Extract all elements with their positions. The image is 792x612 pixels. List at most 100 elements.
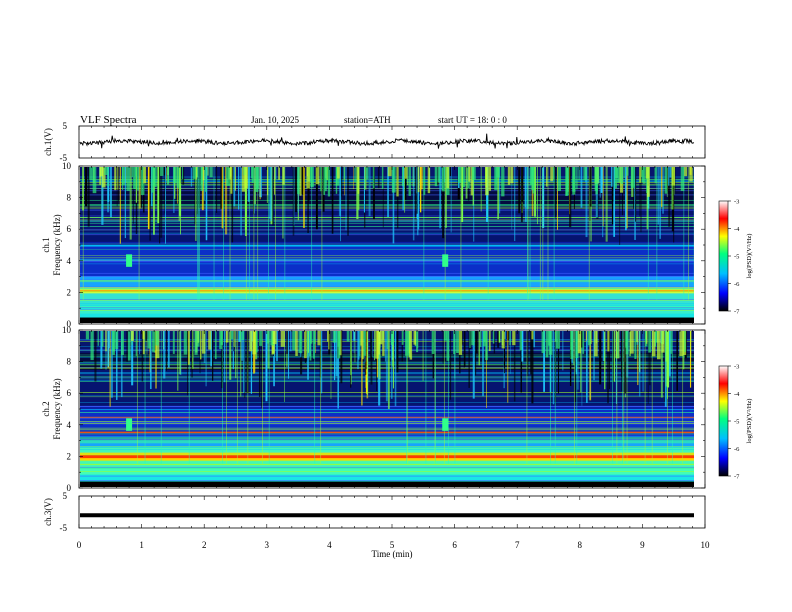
spheric-streak: [661, 167, 663, 207]
high-freq-activity: [689, 167, 693, 182]
high-freq-activity: [354, 167, 356, 183]
high-freq-activity: [470, 167, 474, 196]
spheric-streak: [240, 331, 242, 397]
spheric-streak: [683, 167, 685, 300]
spheric-streak: [224, 331, 226, 363]
spheric-streak: [247, 167, 250, 202]
high-freq-activity: [282, 167, 285, 185]
high-freq-activity: [379, 331, 383, 345]
spheric-streak: [101, 167, 104, 225]
spheric-streak: [195, 167, 197, 241]
spectral-line: [80, 305, 694, 306]
high-freq-activity: [572, 167, 576, 195]
spectral-line: [80, 422, 694, 424]
spheric-streak: [275, 331, 278, 362]
high-freq-activity: [324, 167, 327, 192]
spheric-streak: [521, 331, 524, 362]
high-freq-activity: [120, 331, 124, 356]
spheric-streak: [644, 331, 646, 464]
spheric-streak: [629, 331, 631, 357]
spectral-band: [80, 431, 694, 434]
spheric-streak: [562, 331, 564, 371]
spectral-line: [80, 409, 694, 410]
spheric-streak: [222, 331, 224, 464]
spheric-streak: [417, 167, 420, 230]
spheric-streak: [341, 167, 343, 197]
spectral-line: [80, 435, 694, 437]
spheric-streak: [468, 331, 470, 388]
spheric-streak: [87, 167, 90, 227]
high-freq-activity: [664, 167, 668, 194]
colorbar-tick-label: -4: [734, 391, 740, 398]
spheric-streak: [131, 331, 134, 386]
spheric-streak: [241, 331, 244, 361]
high-freq-activity: [323, 167, 326, 196]
high-freq-activity: [295, 331, 298, 356]
high-freq-activity: [550, 167, 554, 182]
spectral-line: [80, 433, 694, 435]
spheric-streak: [449, 331, 452, 400]
burst-marker: [126, 254, 133, 267]
spectral-line: [80, 182, 694, 184]
spheric-streak: [261, 331, 262, 408]
spheric-streak: [573, 331, 575, 464]
spheric-streak: [205, 331, 207, 387]
spectral-line: [80, 286, 694, 288]
high-freq-activity: [107, 167, 109, 187]
spheric-streak: [649, 331, 651, 386]
spheric-streak: [335, 331, 338, 377]
spheric-streak: [439, 167, 441, 229]
spectral-line: [80, 417, 694, 419]
spheric-streak: [530, 331, 532, 375]
spheric-streak: [392, 331, 393, 367]
spheric-streak: [220, 167, 222, 209]
spheric-streak: [585, 167, 588, 238]
high-freq-activity: [363, 331, 366, 356]
high-freq-activity: [446, 167, 450, 189]
x-tick-label: 9: [640, 540, 645, 550]
spheric-streak: [286, 331, 288, 354]
high-freq-activity: [401, 331, 404, 345]
spheric-streak: [294, 167, 298, 213]
spheric-streak: [647, 331, 649, 404]
colorbar-tick-label: -7: [734, 309, 740, 316]
high-freq-activity: [437, 167, 441, 183]
spectral-band: [80, 409, 694, 441]
high-freq-activity: [501, 167, 505, 197]
high-freq-activity: [256, 331, 258, 353]
high-freq-activity: [90, 331, 94, 361]
colorbar-tick-label: -7: [734, 474, 740, 481]
spheric-streak: [609, 331, 610, 390]
spectral-line: [80, 259, 694, 261]
high-freq-activity: [401, 167, 404, 187]
spheric-streak: [315, 167, 318, 230]
spheric-streak: [109, 331, 111, 407]
x-tick-label: 0: [77, 540, 82, 550]
spheric-streak: [554, 167, 557, 218]
spectral-line: [80, 439, 694, 440]
high-freq-activity: [387, 167, 392, 177]
high-freq-activity: [507, 167, 511, 185]
high-freq-activity: [531, 331, 534, 340]
high-freq-activity: [594, 331, 598, 357]
high-freq-activity: [242, 331, 245, 341]
high-freq-activity: [575, 331, 579, 359]
x-tick-label: 8: [578, 540, 583, 550]
high-freq-activity: [479, 331, 482, 348]
high-freq-activity: [152, 331, 155, 353]
spheric-streak: [524, 167, 526, 208]
spheric-streak: [154, 331, 156, 351]
spheric-streak: [412, 167, 415, 241]
high-freq-activity: [386, 331, 388, 350]
spheric-streak: [326, 167, 329, 181]
spheric-streak: [337, 331, 339, 409]
spectral-band: [80, 437, 694, 444]
high-freq-activity: [135, 331, 137, 356]
high-freq-activity: [404, 167, 408, 179]
spheric-streak: [526, 331, 528, 464]
colorbar-tick-label: -3: [734, 199, 739, 206]
spectral-line: [80, 199, 694, 201]
spheric-streak: [82, 167, 84, 300]
high-freq-activity: [620, 167, 623, 184]
spheric-streak: [205, 167, 208, 241]
